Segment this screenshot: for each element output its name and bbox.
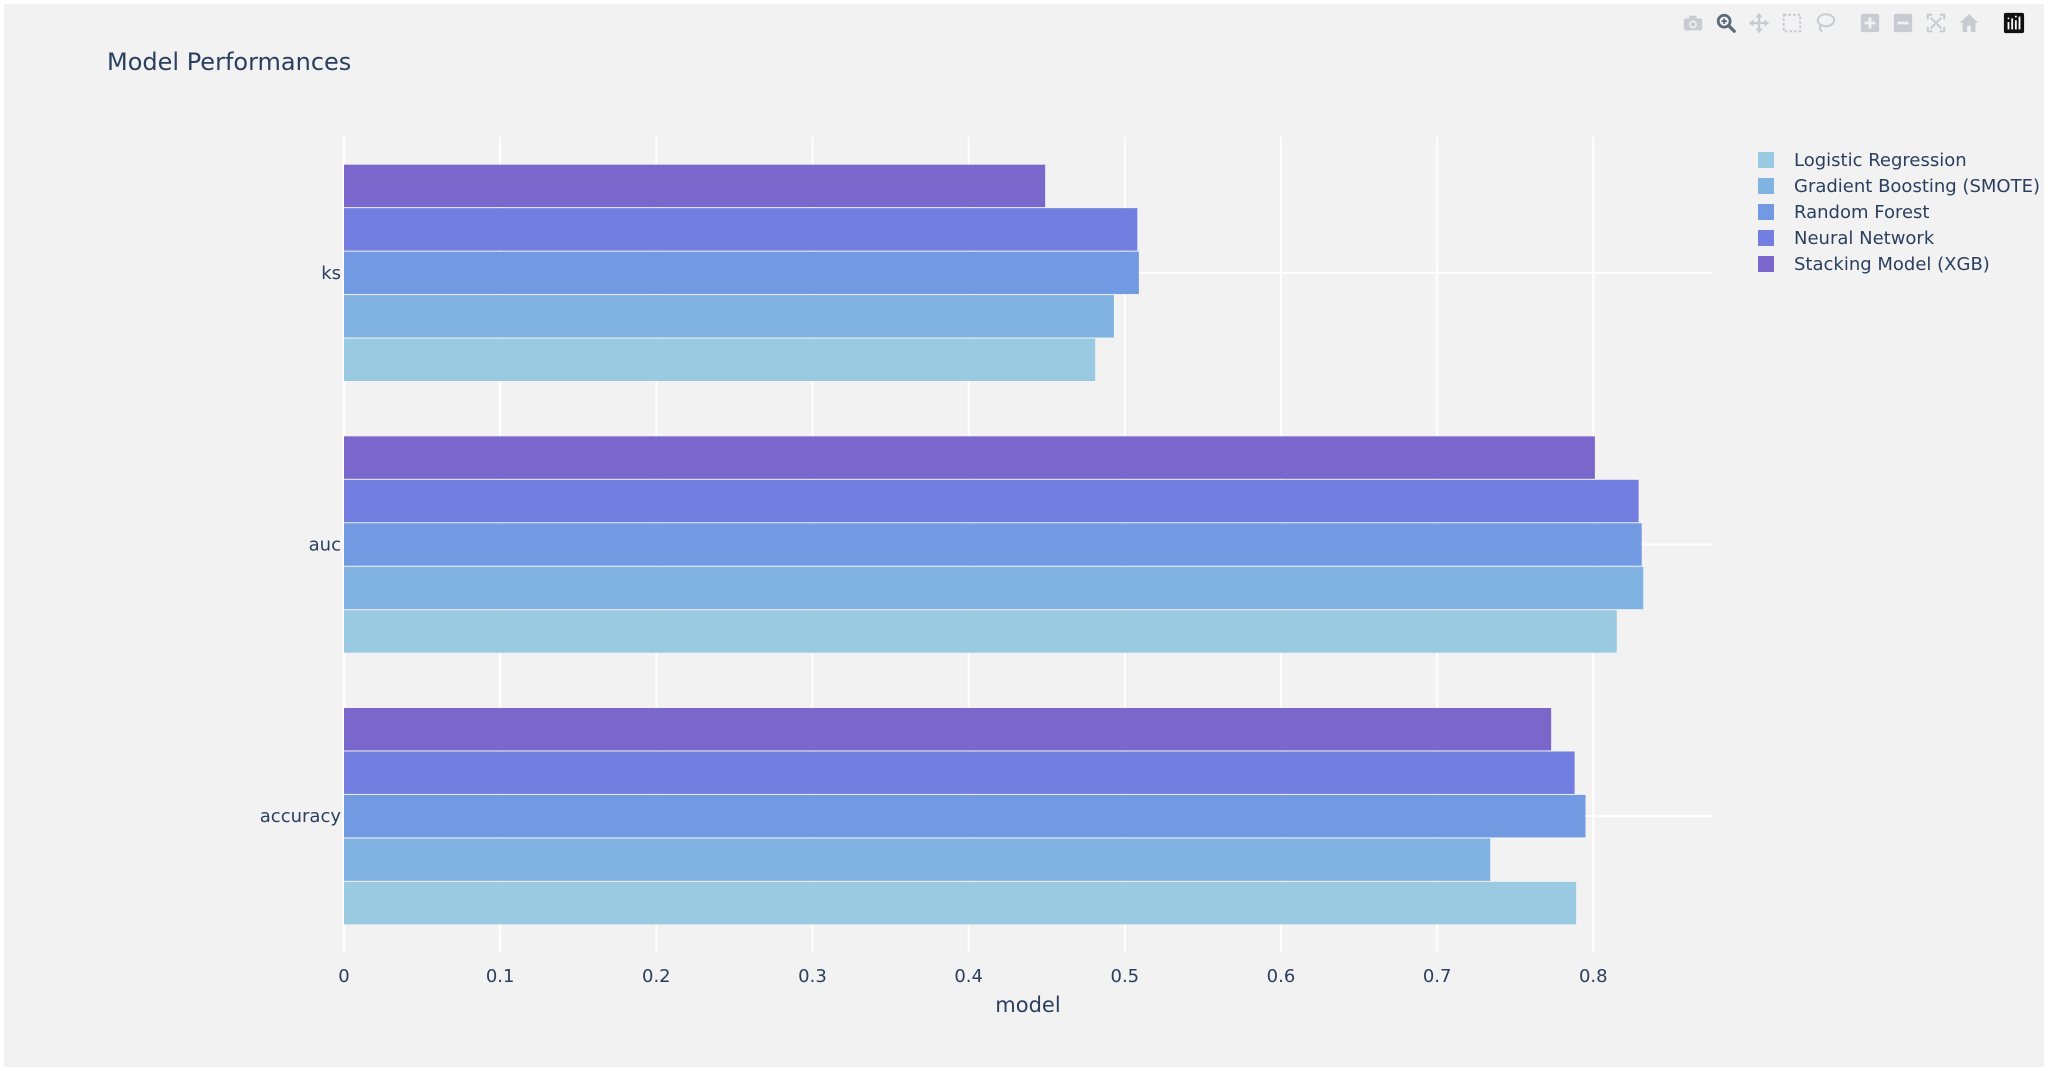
x-tick-label: 0.2 (642, 966, 671, 987)
x-axis-title: model (995, 993, 1060, 1017)
legend-swatch (1758, 152, 1774, 168)
bar-accuracy-gradient-boosting-smote[interactable] (344, 838, 1491, 881)
reset-axes-icon[interactable] (1956, 10, 1982, 36)
bar-ks-logistic-regression[interactable] (344, 338, 1096, 381)
legend-swatch (1758, 204, 1774, 220)
bar-auc-neural-network[interactable] (344, 479, 1639, 523)
lasso-select-icon[interactable] (1812, 10, 1838, 36)
x-tick-label: 0.4 (954, 966, 983, 987)
bar-accuracy-logistic-regression[interactable] (344, 881, 1577, 925)
legend-label: Neural Network (1794, 228, 1935, 249)
legend-item[interactable]: Neural Network (1758, 228, 1935, 249)
modebar (1680, 10, 2034, 36)
legend-label: Random Forest (1794, 202, 1929, 223)
legend-item[interactable]: Logistic Regression (1758, 150, 1967, 171)
zoom-icon[interactable] (1713, 10, 1739, 36)
legend-label: Logistic Regression (1794, 150, 1967, 171)
bar-auc-logistic-regression[interactable] (344, 610, 1617, 653)
plotly-logo-icon[interactable] (2001, 10, 2027, 36)
bar-accuracy-random-forest[interactable] (344, 794, 1586, 838)
legend-item[interactable]: Random Forest (1758, 202, 1929, 223)
legend-item[interactable]: Stacking Model (XGB) (1758, 254, 1990, 275)
legend[interactable]: Logistic Regression Gradient Boosting (SM… (1758, 150, 2040, 275)
x-axis: 0 0.1 0.2 0.3 0.4 0.5 0.6 0.7 0.8 (338, 966, 1607, 987)
legend-item[interactable]: Gradient Boosting (SMOTE) (1758, 176, 2040, 197)
legend-label: Gradient Boosting (SMOTE) (1794, 176, 2040, 197)
bar-auc-gradient-boosting-smote[interactable] (344, 566, 1644, 610)
x-tick-label: 0 (338, 966, 349, 987)
pan-icon[interactable] (1746, 10, 1772, 36)
x-tick-label: 0.7 (1423, 966, 1452, 987)
legend-swatch (1758, 256, 1774, 272)
x-tick-label: 0.1 (486, 966, 515, 987)
bar-auc-random-forest[interactable] (344, 523, 1642, 566)
camera-icon[interactable] (1680, 10, 1706, 36)
zoom-in-icon[interactable] (1857, 10, 1883, 36)
bar-accuracy-stacking-model-xgb[interactable] (344, 708, 1552, 751)
legend-swatch (1758, 178, 1774, 194)
bar-ks-stacking-model-xgb[interactable] (344, 164, 1046, 208)
legend-swatch (1758, 230, 1774, 246)
y-tick-label: auc (309, 535, 341, 556)
autoscale-icon[interactable] (1923, 10, 1949, 36)
box-select-icon[interactable] (1779, 10, 1805, 36)
bar-ks-neural-network[interactable] (344, 208, 1138, 251)
x-tick-label: 0.5 (1111, 966, 1140, 987)
x-tick-label: 0.6 (1267, 966, 1296, 987)
bar-ks-random-forest[interactable] (344, 251, 1139, 295)
x-tick-label: 0.3 (798, 966, 827, 987)
y-axis: accuracy auc ks (260, 263, 342, 827)
chart-title: Model Performances (107, 48, 352, 76)
zoom-out-icon[interactable] (1890, 10, 1916, 36)
bars[interactable] (344, 164, 1644, 925)
x-tick-label: 0.8 (1579, 966, 1608, 987)
y-tick-label: ks (321, 263, 341, 284)
legend-label: Stacking Model (XGB) (1794, 254, 1990, 275)
bar-ks-gradient-boosting-smote[interactable] (344, 295, 1114, 338)
bar-accuracy-neural-network[interactable] (344, 751, 1575, 794)
y-tick-label: accuracy (260, 806, 342, 827)
bar-auc-stacking-model-xgb[interactable] (344, 436, 1595, 479)
